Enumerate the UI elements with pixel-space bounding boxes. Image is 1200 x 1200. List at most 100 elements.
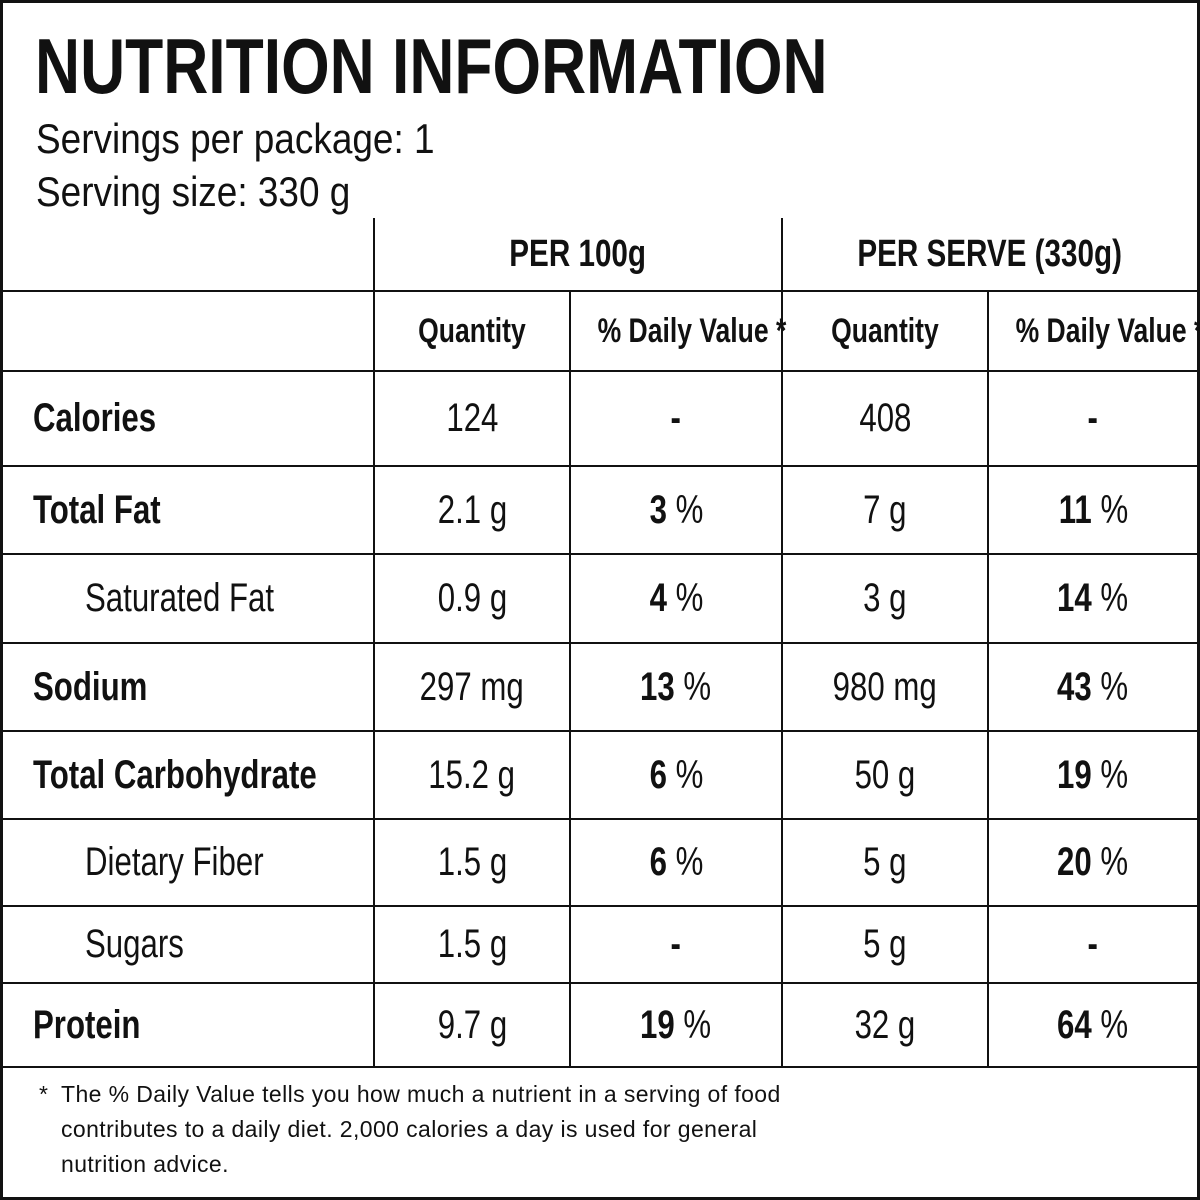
column-header: % Daily Value *: [569, 290, 786, 372]
quantity: 124: [373, 370, 571, 467]
cell-text: 19 %: [640, 1003, 711, 1048]
cell-text: 4 %: [649, 576, 703, 621]
empty-cell: [3, 290, 375, 372]
serving-size: Serving size: 330 g: [36, 168, 351, 215]
daily-value: 11 %: [987, 465, 1197, 555]
quantity: 32 g: [781, 982, 989, 1068]
nutrient-row: Calories 124 - 408 -: [3, 370, 1197, 467]
cell-text: -: [671, 922, 681, 967]
nutrient-name: Dietary Fiber: [3, 818, 375, 907]
quantity: 1.5 g: [373, 905, 571, 984]
cell-text: 6 %: [649, 753, 703, 798]
cell-text: Calories: [33, 396, 157, 440]
column-header-row: Quantity % Daily Value * Quantity % Daily V…: [3, 290, 1200, 372]
group-header-text: PER 100g: [509, 232, 647, 275]
dv-number: 4: [649, 576, 667, 620]
dv-unit: %: [675, 1002, 712, 1047]
quantity: 50 g: [781, 730, 989, 820]
nutrient-name: Total Fat: [3, 465, 375, 555]
cell-text: 7 g: [863, 487, 907, 532]
daily-value: 4 %: [569, 553, 783, 644]
nutrient-row: Dietary Fiber 1.5 g 6 % 5 g 20 %: [3, 818, 1197, 907]
dv-number: 6: [649, 840, 667, 884]
cell-text: 50 g: [854, 752, 916, 797]
quantity: 980 mg: [781, 642, 989, 732]
dv-unit: %: [675, 664, 712, 709]
dv-number: 43: [1057, 664, 1093, 709]
cell-text: 5 g: [863, 922, 907, 966]
cell-text: Total Carbohydrate: [33, 752, 317, 797]
cell-text: 64 %: [1057, 1003, 1128, 1048]
quantity: 7 g: [781, 465, 989, 555]
dv-number: -: [670, 922, 682, 966]
cell-text: 2.1 g: [437, 487, 507, 532]
title: NUTRITION INFORMATION: [35, 21, 1026, 112]
dv-unit: %: [1092, 840, 1129, 884]
column-header-text: % Daily Value *: [597, 311, 787, 350]
cell-text: Dietary Fiber: [85, 840, 264, 884]
dv-number: 3: [649, 487, 667, 532]
quantity: 0.9 g: [373, 553, 571, 644]
column-header-text: % Daily Value *: [1015, 311, 1200, 350]
daily-value: 43 %: [987, 642, 1197, 732]
daily-value: -: [987, 370, 1197, 467]
daily-value: 19 %: [569, 982, 783, 1068]
daily-value: 19 %: [987, 730, 1197, 820]
cell-text: -: [671, 396, 681, 441]
group-header-text: PER SERVE (330g): [857, 232, 1123, 275]
empty-cell: [3, 218, 375, 292]
cell-text: 980 mg: [832, 664, 938, 709]
dv-number: 64: [1057, 1002, 1093, 1047]
dv-number: 19: [1057, 752, 1093, 797]
footnote-line: The % Daily Value tells you how much a n…: [61, 1081, 781, 1107]
cell-text: 11 %: [1058, 488, 1127, 533]
footnote: * The % Daily Value tells you how much a…: [39, 1077, 781, 1182]
nutrition-table: PER 100g PER SERVE (330g) Quantity % Daily …: [3, 218, 1200, 1068]
cell-text: 9.7 g: [437, 1002, 507, 1047]
quantity: 408: [781, 370, 989, 467]
cell-text: 3 %: [649, 488, 703, 533]
dv-unit: %: [666, 840, 703, 884]
daily-value: 64 %: [987, 982, 1197, 1068]
nutrient-name: Sodium: [3, 642, 375, 732]
cell-text: 43 %: [1057, 665, 1128, 710]
column-header: Quantity: [373, 290, 571, 372]
dv-number: -: [670, 396, 682, 440]
footnote-line: contributes to a daily diet. 2,000 calor…: [61, 1116, 758, 1142]
dv-number: 6: [649, 752, 667, 797]
cell-text: 0.9 g: [437, 576, 507, 620]
column-header-text: Quantity: [831, 311, 939, 350]
daily-value: 6 %: [569, 730, 783, 820]
nutrient-row: Total Carbohydrate 15.2 g 6 % 50 g 19 %: [3, 730, 1197, 820]
nutrient-name: Total Carbohydrate: [3, 730, 375, 820]
dv-unit: %: [666, 752, 703, 797]
daily-value: -: [569, 370, 783, 467]
cell-text: 20 %: [1057, 840, 1128, 885]
daily-value: 3 %: [569, 465, 783, 555]
cell-text: Sugars: [85, 922, 184, 966]
daily-value: -: [987, 905, 1197, 984]
cell-text: 408: [858, 396, 912, 440]
dv-unit: %: [1092, 664, 1129, 709]
nutrient-name: Saturated Fat: [3, 553, 375, 644]
dv-unit: %: [1091, 487, 1128, 532]
quantity: 15.2 g: [373, 730, 571, 820]
daily-value: 14 %: [987, 553, 1197, 644]
group-header-row: PER 100g PER SERVE (330g): [3, 218, 1197, 292]
nutrient-row: Sodium 297 mg 13 % 980 mg 43 %: [3, 642, 1197, 732]
dv-unit: %: [1092, 1002, 1129, 1047]
quantity: 5 g: [781, 818, 989, 907]
dv-number: -: [1087, 396, 1099, 440]
quantity: 5 g: [781, 905, 989, 984]
cell-text: 1.5 g: [437, 922, 507, 966]
dv-number: 11: [1058, 487, 1092, 532]
dv-unit: %: [666, 487, 703, 532]
dv-number: 20: [1057, 840, 1093, 884]
cell-text: Protein: [33, 1002, 141, 1047]
dv-number: 14: [1057, 576, 1093, 620]
quantity: 1.5 g: [373, 818, 571, 907]
cell-text: 3 g: [863, 576, 907, 620]
quantity: 297 mg: [373, 642, 571, 732]
cell-text: Saturated Fat: [85, 576, 275, 620]
